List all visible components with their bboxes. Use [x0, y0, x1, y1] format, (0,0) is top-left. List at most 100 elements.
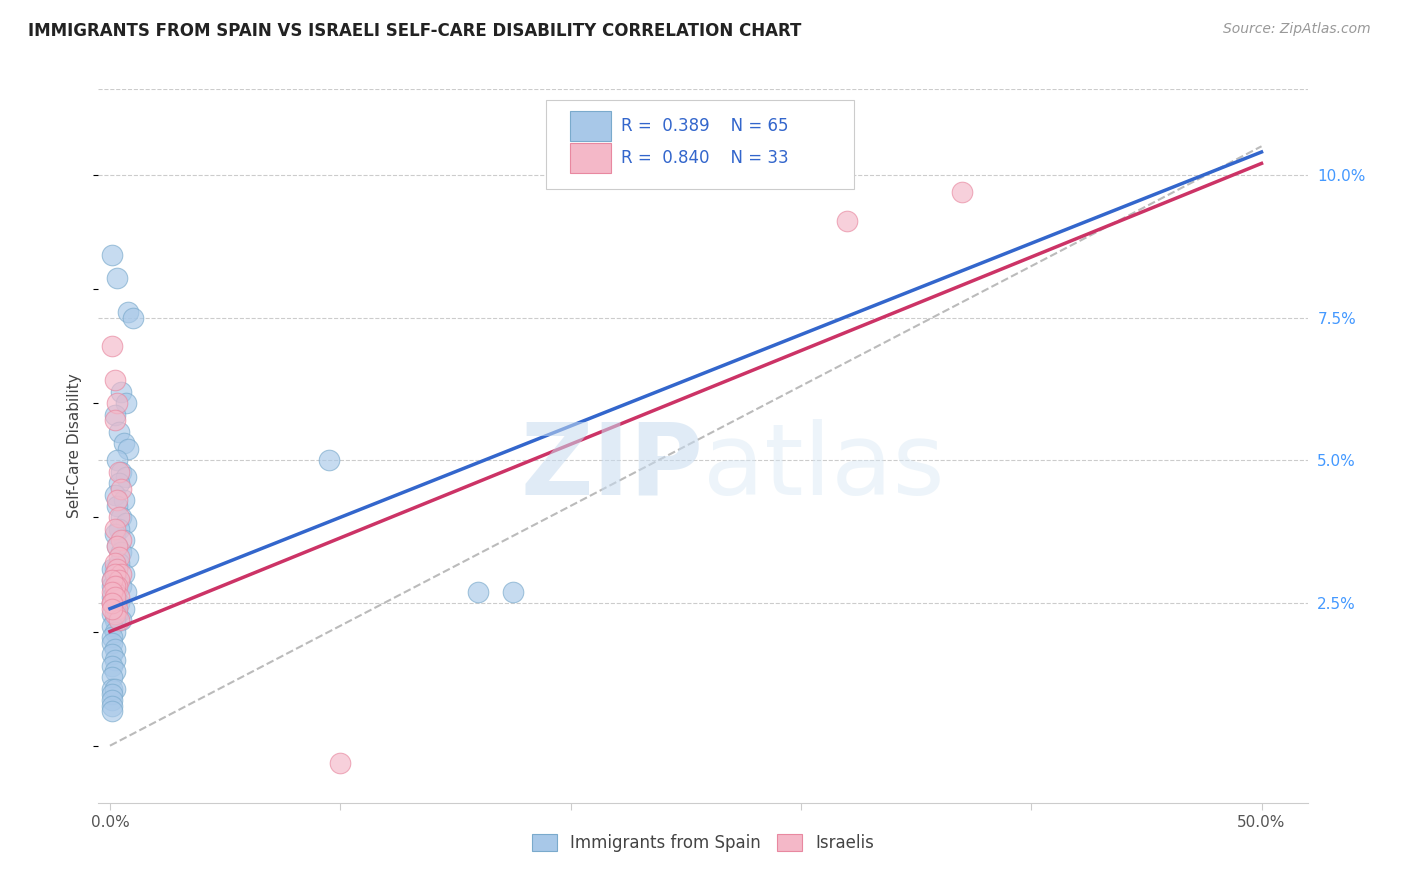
Point: [108, 425, 131, 439]
Point: [103, 601, 125, 615]
Point: [105, 499, 128, 513]
Point: [110, 613, 132, 627]
Point: [101, 248, 124, 262]
Point: [103, 653, 125, 667]
Point: [103, 591, 125, 605]
Point: [108, 465, 131, 479]
Point: [108, 596, 131, 610]
Point: [103, 408, 125, 422]
Point: [105, 493, 128, 508]
Point: [110, 482, 132, 496]
Point: [101, 584, 124, 599]
Point: [117, 550, 139, 565]
Point: [112, 493, 135, 508]
Point: [103, 562, 125, 576]
Point: [101, 573, 124, 587]
Point: [103, 591, 125, 605]
Point: [103, 681, 125, 696]
Point: [115, 470, 138, 484]
Point: [103, 567, 125, 582]
Point: [103, 624, 125, 639]
Point: [502, 584, 524, 599]
Point: [115, 584, 138, 599]
Point: [101, 596, 124, 610]
Point: [105, 607, 128, 622]
Legend: Immigrants from Spain, Israelis: Immigrants from Spain, Israelis: [524, 827, 882, 859]
Text: Source: ZipAtlas.com: Source: ZipAtlas.com: [1223, 22, 1371, 37]
Point: [112, 567, 135, 582]
Point: [101, 648, 124, 662]
Point: [103, 522, 125, 536]
Point: [110, 510, 132, 524]
Point: [115, 516, 138, 530]
Point: [101, 670, 124, 684]
Point: [105, 579, 128, 593]
Text: R =  0.840    N = 33: R = 0.840 N = 33: [621, 149, 789, 167]
Point: [110, 579, 132, 593]
Point: [117, 305, 139, 319]
Point: [115, 396, 138, 410]
Point: [105, 453, 128, 467]
Point: [103, 556, 125, 570]
Point: [122, 310, 145, 325]
Point: [103, 579, 125, 593]
Point: [108, 476, 131, 491]
Point: [101, 601, 124, 615]
Point: [101, 339, 124, 353]
Point: [105, 562, 128, 576]
Point: [103, 567, 125, 582]
Point: [103, 607, 125, 622]
Point: [101, 687, 124, 701]
Point: [101, 693, 124, 707]
Point: [101, 607, 124, 622]
Point: [110, 384, 132, 399]
Text: ZIP: ZIP: [520, 419, 703, 516]
Point: [112, 601, 135, 615]
Point: [101, 562, 124, 576]
Point: [105, 270, 128, 285]
Point: [103, 613, 125, 627]
Point: [103, 373, 125, 387]
FancyBboxPatch shape: [569, 143, 612, 173]
Point: [105, 573, 128, 587]
Point: [101, 596, 124, 610]
Point: [108, 573, 131, 587]
Text: atlas: atlas: [703, 419, 945, 516]
Point: [101, 705, 124, 719]
Point: [112, 533, 135, 548]
Point: [467, 584, 489, 599]
Point: [108, 510, 131, 524]
Point: [103, 413, 125, 427]
Point: [103, 584, 125, 599]
Point: [101, 596, 124, 610]
Point: [103, 584, 125, 599]
Point: [101, 658, 124, 673]
Point: [110, 544, 132, 558]
FancyBboxPatch shape: [569, 111, 612, 141]
Point: [101, 681, 124, 696]
Y-axis label: Self-Care Disability: Self-Care Disability: [67, 374, 83, 518]
Point: [103, 641, 125, 656]
Point: [110, 465, 132, 479]
Point: [108, 591, 131, 605]
Point: [101, 619, 124, 633]
Point: [103, 527, 125, 541]
Point: [950, 185, 973, 199]
Point: [835, 213, 858, 227]
Point: [105, 601, 128, 615]
Point: [110, 533, 132, 548]
Point: [103, 665, 125, 679]
Point: [103, 487, 125, 501]
Point: [318, 453, 340, 467]
Point: [108, 613, 131, 627]
Point: [105, 539, 128, 553]
Point: [105, 396, 128, 410]
FancyBboxPatch shape: [546, 100, 855, 189]
Point: [110, 567, 132, 582]
Point: [101, 579, 124, 593]
Point: [101, 573, 124, 587]
Point: [112, 436, 135, 450]
Point: [101, 636, 124, 650]
Point: [117, 442, 139, 456]
Point: [101, 698, 124, 713]
